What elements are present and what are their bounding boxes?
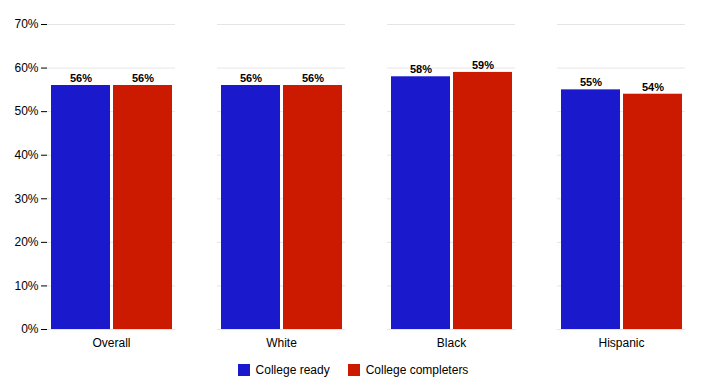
svg-text:54%: 54% bbox=[642, 81, 664, 93]
svg-text:60%: 60% bbox=[14, 61, 38, 75]
svg-text:56%: 56% bbox=[302, 72, 324, 84]
html-text:College ready: College ready bbox=[255, 363, 330, 377]
svg-text:10%: 10% bbox=[14, 279, 38, 293]
svg-text:56%: 56% bbox=[132, 72, 154, 84]
svg-text:20%: 20% bbox=[14, 235, 38, 249]
svg-text:Black: Black bbox=[437, 336, 467, 350]
svg-text:55%: 55% bbox=[580, 76, 602, 88]
svg-text:58%: 58% bbox=[410, 63, 432, 75]
svg-text:40%: 40% bbox=[14, 148, 38, 162]
svg-text:56%: 56% bbox=[240, 72, 262, 84]
html-text:College completers: College completers bbox=[365, 363, 469, 377]
svg-text:59%: 59% bbox=[472, 59, 494, 71]
svg-text:Hispanic: Hispanic bbox=[598, 336, 644, 350]
svg-text:70%: 70% bbox=[14, 17, 38, 31]
svg-text:White: White bbox=[266, 336, 297, 350]
svg-text:56%: 56% bbox=[70, 72, 92, 84]
svg-text:30%: 30% bbox=[14, 192, 38, 206]
svg-text:50%: 50% bbox=[14, 104, 38, 118]
svg-text:Overall: Overall bbox=[92, 336, 130, 350]
svg-text:0%: 0% bbox=[21, 322, 39, 336]
